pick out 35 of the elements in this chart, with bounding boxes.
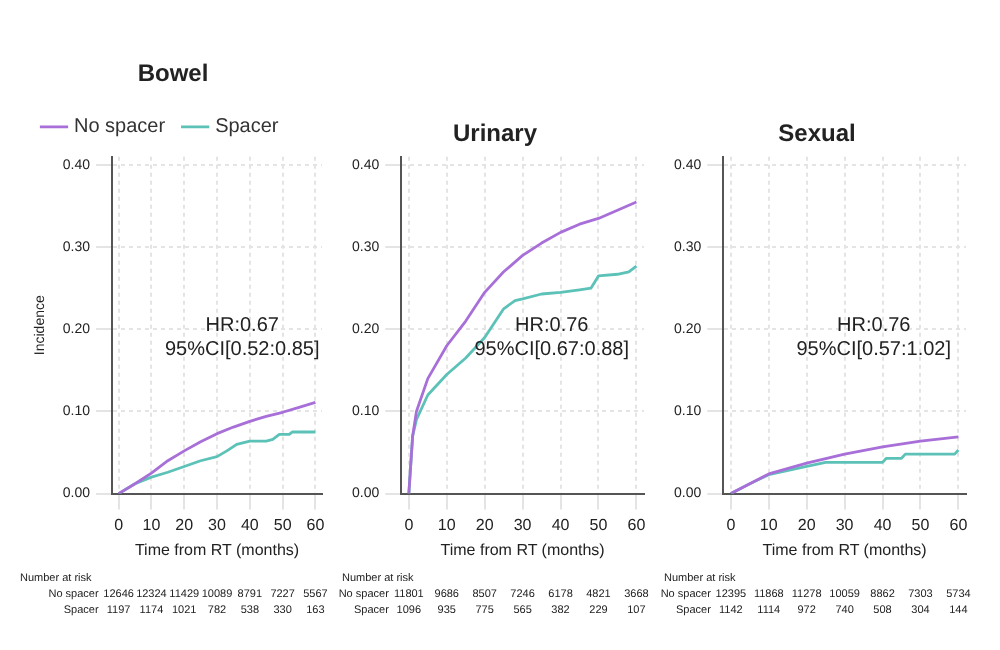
x-tick-label: 10 <box>759 515 779 534</box>
chart-title: Urinary <box>452 119 538 148</box>
x-tick-label: 60 <box>306 515 326 534</box>
annotation: 95%CI[0.67:0.88] <box>474 338 630 361</box>
x-tick-label: 20 <box>175 515 195 534</box>
chart-title: Bowel <box>137 59 209 88</box>
x-tick-label: 50 <box>589 515 609 534</box>
x-axis-title: Time from RT (months) <box>134 540 300 559</box>
legend-label: No spacer <box>74 116 167 139</box>
x-tick-label: 10 <box>437 515 457 534</box>
chart-title: Sexual <box>778 119 856 148</box>
x-tick-label: 0 <box>114 515 125 534</box>
x-tick-label: 30 <box>208 515 228 534</box>
annotation: HR:0.76 <box>515 314 590 337</box>
x-tick-label: 10 <box>142 515 162 534</box>
x-tick-label: 30 <box>835 515 855 534</box>
x-tick-label: 20 <box>797 515 817 534</box>
x-tick-label: 50 <box>911 515 931 534</box>
annotation: HR:0.67 <box>205 314 280 337</box>
x-tick-label: 20 <box>475 515 495 534</box>
x-tick-label: 40 <box>873 515 893 534</box>
x-tick-label: 60 <box>949 515 969 534</box>
annotation: 95%CI[0.52:0.85] <box>164 338 320 361</box>
legend-label: Spacer <box>215 116 280 139</box>
x-tick-label: 40 <box>551 515 571 534</box>
x-axis-title: Time from RT (months) <box>440 540 606 559</box>
annotation: 95%CI[0.57:1.02] <box>796 338 952 361</box>
x-tick-label: 0 <box>404 515 415 534</box>
x-axis-title: Time from RT (months) <box>762 540 928 559</box>
annotation: HR:0.76 <box>837 314 912 337</box>
x-tick-label: 0 <box>726 515 737 534</box>
x-tick-label: 60 <box>627 515 647 534</box>
x-tick-label: 40 <box>240 515 260 534</box>
x-tick-label: 50 <box>273 515 293 534</box>
x-tick-label: 30 <box>513 515 533 534</box>
